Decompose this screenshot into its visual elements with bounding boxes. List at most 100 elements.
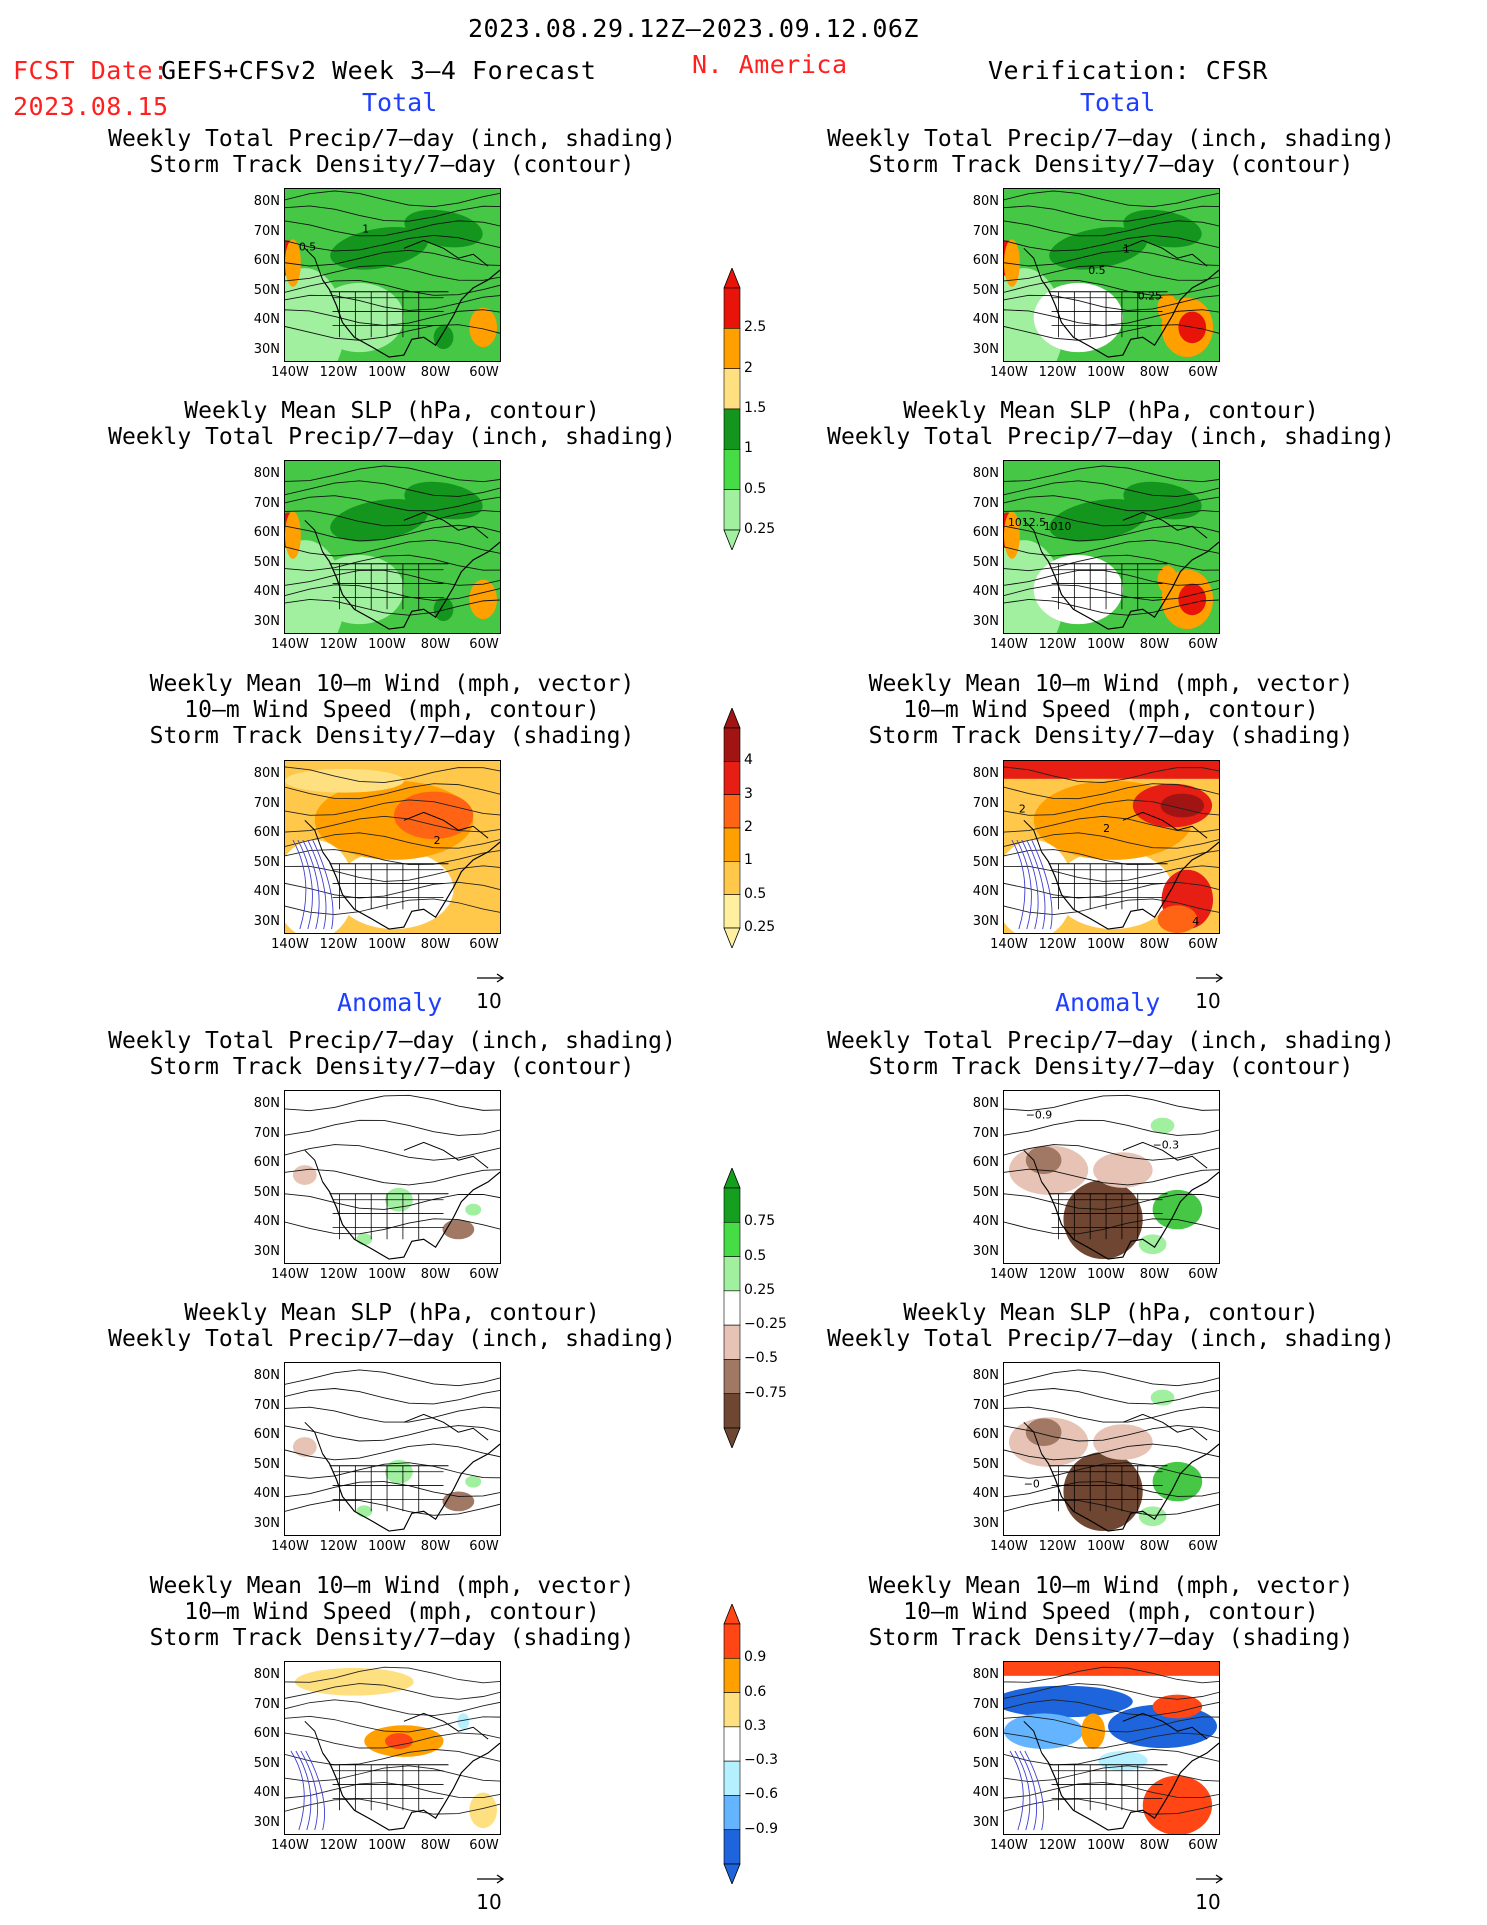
vector-reference: 10 bbox=[469, 965, 509, 1013]
contour-label: −0.9 bbox=[1026, 1109, 1053, 1122]
lat-tick-label: 80N bbox=[253, 766, 280, 781]
contour-line bbox=[1004, 1765, 1219, 1782]
coastline bbox=[322, 541, 500, 630]
map-panel-wind-fc: 2 bbox=[284, 760, 501, 934]
map-canvas bbox=[1004, 1662, 1219, 1834]
vector-reference: 10 bbox=[1188, 965, 1228, 1013]
lat-tick-label: 50N bbox=[253, 1755, 280, 1771]
coastline bbox=[322, 841, 500, 930]
contour-line bbox=[285, 1425, 500, 1442]
contour-line bbox=[1004, 1119, 1219, 1136]
lat-tick-label: 70N bbox=[253, 223, 280, 239]
colorbar-swatch bbox=[723, 1657, 741, 1693]
colorbar-swatch bbox=[723, 1324, 741, 1360]
wind-speed-contour bbox=[1014, 1750, 1031, 1831]
contour-line bbox=[1004, 766, 1219, 783]
coastline bbox=[322, 1171, 500, 1260]
coastline bbox=[1041, 841, 1219, 930]
arrow-icon bbox=[477, 1874, 505, 1884]
lon-tick-label: 60W bbox=[1188, 365, 1218, 380]
lat-tick-label: 60N bbox=[972, 525, 999, 540]
lon-tick-label: 140W bbox=[271, 637, 309, 652]
map-canvas: 10.5 bbox=[285, 189, 500, 361]
high-density bbox=[393, 791, 474, 840]
wind-speed-contour bbox=[1026, 839, 1046, 930]
contour-line bbox=[285, 1765, 500, 1782]
colorbar-label: 2 bbox=[744, 819, 753, 835]
lon-tick-label: 120W bbox=[1038, 1838, 1077, 1853]
lat-tick-label: 70N bbox=[253, 1397, 280, 1413]
colorbar-swatch bbox=[723, 489, 741, 531]
lon-tick-label: 120W bbox=[1038, 1267, 1077, 1282]
wet-anomaly bbox=[356, 1505, 373, 1518]
lon-tick-label: 80W bbox=[420, 365, 451, 380]
contour-line bbox=[1004, 849, 1219, 866]
contour-line bbox=[285, 832, 500, 849]
colorbar-swatch bbox=[723, 408, 741, 450]
lon-tick-label: 140W bbox=[271, 1267, 309, 1282]
lon-tick-label: 140W bbox=[271, 365, 309, 380]
colorbar-swatch bbox=[723, 827, 741, 862]
lat-tick-label: 30N bbox=[253, 1515, 280, 1531]
colorbar-swatch bbox=[723, 1187, 741, 1223]
map-canvas: −0.9 −0.3 bbox=[1004, 1091, 1219, 1263]
contour-line bbox=[1004, 1781, 1219, 1799]
panel-title-wind-anom-fc: Weekly Mean 10–m Wind (mph, vector) 10–m… bbox=[149, 1573, 635, 1651]
contour-label: 1 bbox=[1123, 242, 1130, 255]
contour-line bbox=[285, 1406, 500, 1423]
colorbar-label: 0.25 bbox=[744, 919, 776, 935]
contour-label: 0.25 bbox=[1138, 290, 1162, 303]
colorbar-cap bbox=[723, 1604, 741, 1625]
lat-tick-label: 40N bbox=[253, 312, 280, 327]
heavy-precip bbox=[285, 511, 301, 559]
contour-line bbox=[285, 249, 500, 267]
contour-line bbox=[285, 783, 500, 800]
contour-line bbox=[1004, 324, 1219, 341]
lon-tick-label: 120W bbox=[319, 365, 358, 380]
lat-tick-label: 30N bbox=[253, 613, 280, 629]
contour-line bbox=[1004, 235, 1219, 252]
map-panel-precip-ob: 1 0.5 0.25 bbox=[1003, 188, 1220, 362]
contour-line bbox=[285, 599, 500, 616]
wind-speed-contour bbox=[305, 1750, 325, 1831]
coastline-north bbox=[1023, 1413, 1208, 1455]
dry-anomaly bbox=[1093, 1424, 1153, 1460]
colorbar-cap bbox=[723, 1168, 741, 1189]
contour-line bbox=[285, 1481, 500, 1498]
vector-reference: 10 bbox=[1188, 1866, 1228, 1914]
lat-tick-label: 40N bbox=[253, 1785, 280, 1800]
lat-tick-label: 60N bbox=[253, 825, 280, 840]
contour-line bbox=[1004, 815, 1219, 833]
verification-label: Verification: CFSR bbox=[988, 56, 1268, 85]
lon-tick-label: 60W bbox=[469, 1267, 499, 1282]
contour-line bbox=[1004, 480, 1219, 497]
lon-tick-label: 100W bbox=[1087, 365, 1125, 380]
contour-line bbox=[1004, 190, 1219, 208]
lat-tick-label: 70N bbox=[253, 795, 280, 811]
coastline bbox=[1041, 1742, 1219, 1831]
contour-line bbox=[285, 584, 500, 601]
contour-line bbox=[1004, 783, 1219, 800]
positive-anomaly bbox=[294, 1667, 414, 1696]
map-canvas: 2 bbox=[285, 761, 500, 933]
vector-reference-value: 10 bbox=[476, 989, 502, 1013]
contour-line bbox=[1004, 865, 1219, 882]
lon-tick-label: 80W bbox=[1139, 637, 1170, 652]
wind-speed-contour bbox=[1011, 839, 1026, 930]
contour-line bbox=[1004, 1144, 1219, 1161]
negative-anomaly bbox=[1098, 1750, 1148, 1771]
colorbar-cap bbox=[723, 927, 741, 948]
map-panel-slp-fc bbox=[284, 460, 501, 634]
contour-label: 0.5 bbox=[1088, 264, 1105, 277]
contour-line bbox=[285, 799, 500, 816]
coastline bbox=[322, 1443, 500, 1532]
lat-tick-label: 70N bbox=[253, 495, 280, 511]
contour-line bbox=[1004, 881, 1219, 899]
lon-tick-label: 140W bbox=[990, 937, 1028, 952]
coastline-north bbox=[1023, 811, 1208, 853]
coastline bbox=[322, 1742, 500, 1831]
lon-tick-label: 120W bbox=[1038, 637, 1077, 652]
panel-title-precip-fc: Weekly Total Precip/7–day (inch, shading… bbox=[108, 126, 676, 178]
contour-line bbox=[1004, 569, 1219, 586]
lat-tick-label: 30N bbox=[972, 341, 999, 357]
